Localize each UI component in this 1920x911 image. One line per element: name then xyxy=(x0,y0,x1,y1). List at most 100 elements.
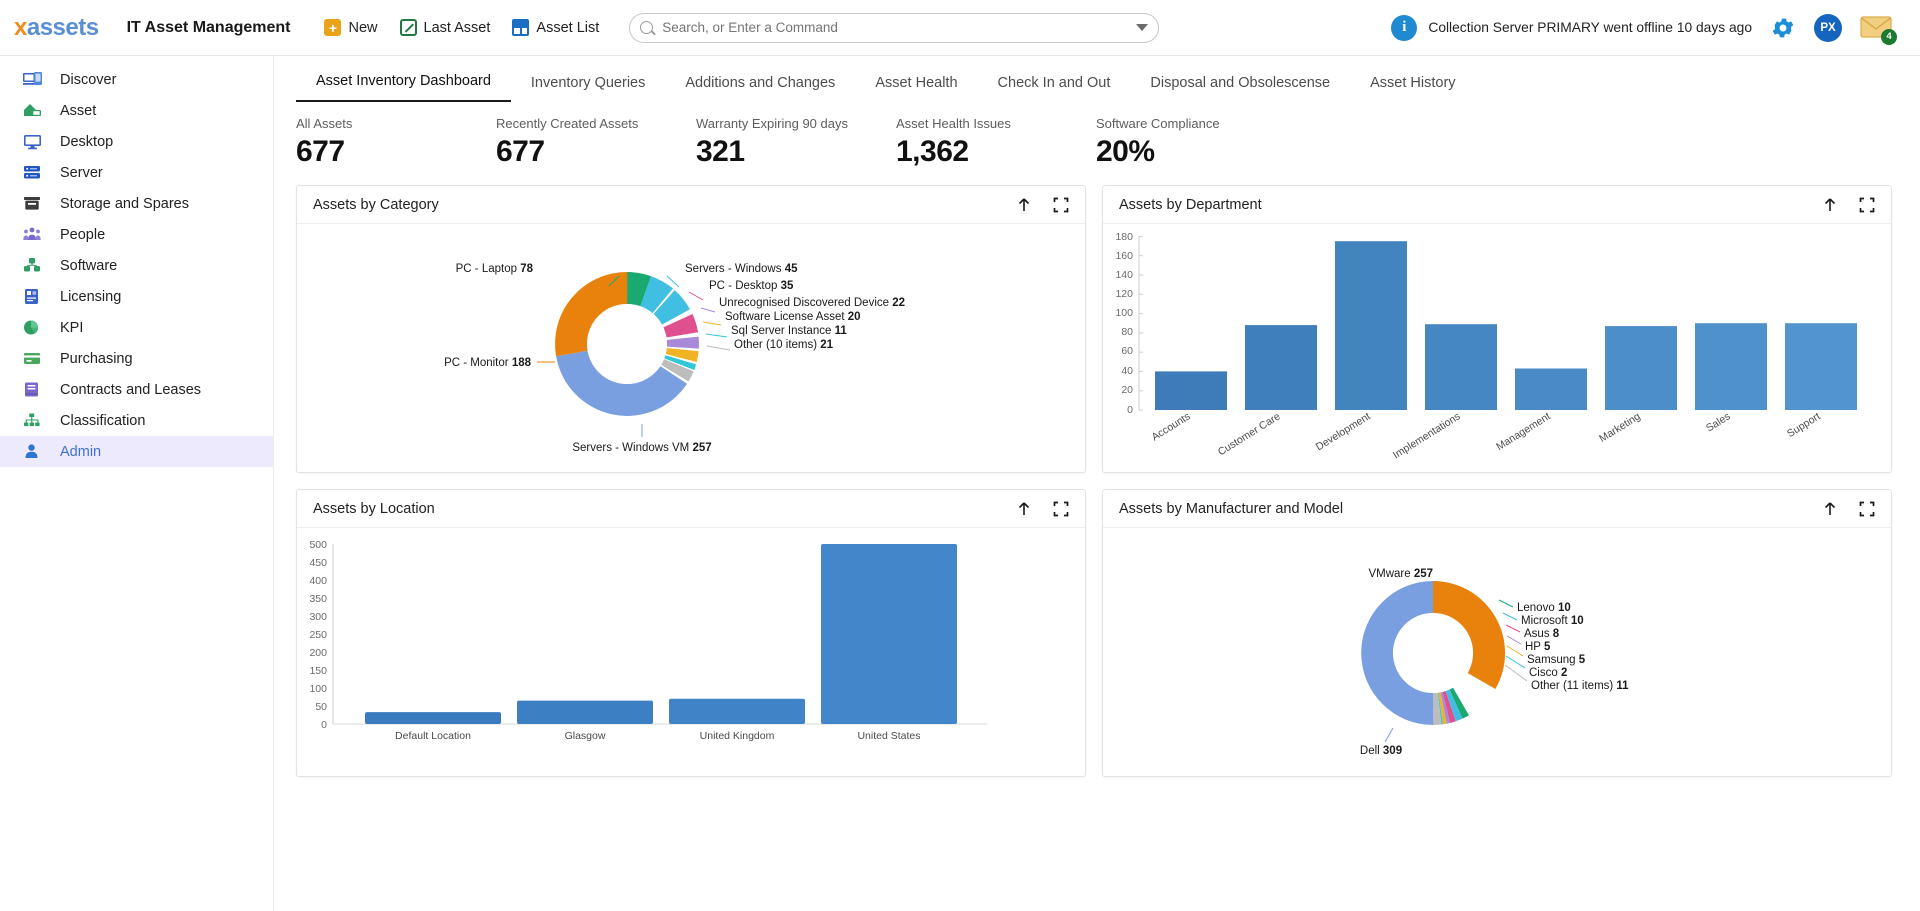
kpi-all-assets[interactable]: All Assets 677 xyxy=(296,116,496,169)
card-tools xyxy=(1821,196,1875,213)
tab-additions-and-changes[interactable]: Additions and Changes xyxy=(685,75,836,91)
card-body-assets-by-category: PC - Laptop 78 Servers - Windows 45 PC -… xyxy=(297,224,1085,472)
card-header: Assets by Location xyxy=(297,490,1085,528)
sidebar-item-classification[interactable]: Classification xyxy=(0,405,273,436)
asset-list-button[interactable]: Asset List xyxy=(512,19,599,36)
pie-label-servers-windows-vm: Servers - Windows VM 257 xyxy=(572,442,711,454)
search-input[interactable] xyxy=(662,20,1137,35)
sidebar-item-purchasing[interactable]: Purchasing xyxy=(0,343,273,374)
card-header: Assets by Category xyxy=(297,186,1085,224)
up-arrow-icon[interactable] xyxy=(1015,196,1032,213)
kpi-asset-health-issues[interactable]: Asset Health Issues 1,362 xyxy=(896,116,1096,169)
sidebar-item-discover[interactable]: Discover xyxy=(0,64,273,95)
expand-icon[interactable] xyxy=(1052,196,1069,213)
avatar[interactable]: PX xyxy=(1814,13,1842,42)
card-assets-by-category: Assets by Category xyxy=(296,185,1086,473)
tab-inventory-queries[interactable]: Inventory Queries xyxy=(530,75,646,91)
svg-text:180: 180 xyxy=(1115,231,1133,243)
svg-text:300: 300 xyxy=(309,611,327,623)
sidebar-item-desktop[interactable]: Desktop xyxy=(0,126,273,157)
status-alert[interactable]: i Collection Server PRIMARY went offline… xyxy=(1391,14,1752,41)
tab-disposal-and-obsolescense[interactable]: Disposal and Obsolescense xyxy=(1150,75,1331,91)
sidebar-label-purchasing: Purchasing xyxy=(60,350,133,367)
pie-label-dell: Dell 309 xyxy=(1360,745,1402,757)
slice-dell xyxy=(1361,580,1434,725)
sidebar-label-asset: Asset xyxy=(60,102,97,119)
expand-icon[interactable] xyxy=(1858,196,1875,213)
kpi-recently-created-assets[interactable]: Recently Created Assets 677 xyxy=(496,116,696,169)
xassets-logo[interactable]: xassets xyxy=(14,14,99,42)
xlabel-accounts: Accounts xyxy=(1150,410,1193,443)
top-header-bar: xassets IT Asset Management + New Last A… xyxy=(0,0,1920,56)
tab-asset-health[interactable]: Asset Health xyxy=(875,75,958,91)
sidebar-item-server[interactable]: Server xyxy=(0,157,273,188)
pie-label-hp: HP 5 xyxy=(1525,641,1551,653)
bar-support xyxy=(1785,323,1857,410)
tab-check-in-and-out[interactable]: Check In and Out xyxy=(997,75,1111,91)
svg-text:250: 250 xyxy=(309,629,327,641)
sidebar-item-admin[interactable]: Admin xyxy=(0,436,273,467)
header-right-tools: i Collection Server PRIMARY went offline… xyxy=(1391,13,1920,45)
search-bar[interactable] xyxy=(629,12,1160,43)
kpi-warranty-expiring-90-days[interactable]: Warranty Expiring 90 days 321 xyxy=(696,116,896,169)
sidebar-item-kpi[interactable]: KPI xyxy=(0,312,273,343)
card-assets-by-manufacturer-and-model: Assets by Manufacturer and Model xyxy=(1102,489,1892,777)
kpi-value: 677 xyxy=(296,135,345,168)
svg-text:200: 200 xyxy=(309,647,327,659)
slice-hp xyxy=(1440,691,1451,724)
expand-icon[interactable] xyxy=(1858,500,1875,517)
expand-icon[interactable] xyxy=(1052,500,1069,517)
admin-icon xyxy=(22,442,44,462)
new-button-label: New xyxy=(348,19,378,36)
gear-icon[interactable] xyxy=(1770,15,1796,41)
sidebar-item-asset[interactable]: Asset xyxy=(0,95,273,126)
up-arrow-icon[interactable] xyxy=(1821,196,1838,213)
sidebar-item-software[interactable]: Software xyxy=(0,250,273,281)
new-button[interactable]: + New xyxy=(324,19,378,36)
kpi-summary-row: All Assets 677 Recently Created Assets 6… xyxy=(274,102,1920,175)
header-actions: + New Last Asset Asset List xyxy=(324,19,599,36)
kpi-label: Warranty Expiring 90 days xyxy=(696,116,848,131)
svg-text:0: 0 xyxy=(1127,404,1133,416)
sidebar-item-people[interactable]: People xyxy=(0,219,273,250)
slice-asus xyxy=(1442,690,1456,723)
card-header: Assets by Department xyxy=(1103,186,1891,224)
slice-vmware xyxy=(1433,581,1506,689)
chevron-down-icon[interactable] xyxy=(1136,24,1149,31)
sidebar-label-kpi: KPI xyxy=(60,319,84,336)
kpi-label: All Assets xyxy=(296,116,353,131)
asset-icon xyxy=(22,101,44,121)
kpi-software-compliance[interactable]: Software Compliance 20% xyxy=(1096,116,1296,169)
sidebar-label-licensing: Licensing xyxy=(60,288,122,305)
bar-sales xyxy=(1695,323,1767,410)
up-arrow-icon[interactable] xyxy=(1821,500,1838,517)
tab-asset-inventory-dashboard[interactable]: Asset Inventory Dashboard xyxy=(296,73,511,102)
svg-text:150: 150 xyxy=(309,665,327,677)
svg-text:50: 50 xyxy=(315,701,327,713)
sidebar-item-licensing[interactable]: Licensing xyxy=(0,281,273,312)
last-asset-button[interactable]: Last Asset xyxy=(399,19,490,36)
svg-text:0: 0 xyxy=(321,719,327,731)
card-header: Assets by Manufacturer and Model xyxy=(1103,490,1891,528)
sidebar-item-contracts-and-leases[interactable]: Contracts and Leases xyxy=(0,374,273,405)
contracts-icon xyxy=(22,380,44,400)
kpi-value: 20% xyxy=(1096,135,1155,168)
kpi-value: 321 xyxy=(696,135,745,168)
sidebar-label-software: Software xyxy=(60,257,118,274)
x-axis-labels: Accounts Customer Care Development Imple… xyxy=(1150,410,1823,461)
plus-icon: + xyxy=(324,19,342,36)
bar-chart-assets-by-department: 180 160 140 120 100 80 60 40 20 0 xyxy=(1115,231,1857,461)
messages-button[interactable]: 4 xyxy=(1860,15,1897,45)
svg-text:100: 100 xyxy=(309,683,327,695)
sidebar-item-storage-and-spares[interactable]: Storage and Spares xyxy=(0,188,273,219)
edit-icon xyxy=(399,19,417,36)
svg-text:400: 400 xyxy=(309,575,327,587)
svg-text:60: 60 xyxy=(1121,345,1133,357)
xlabel-support: Support xyxy=(1785,410,1823,440)
xlabel-united-states: United States xyxy=(857,730,920,742)
pie-label-software-license-asset: Software License Asset 20 xyxy=(725,311,861,323)
tab-asset-history[interactable]: Asset History xyxy=(1370,75,1456,91)
kpi-value: 677 xyxy=(496,135,545,168)
up-arrow-icon[interactable] xyxy=(1015,500,1032,517)
